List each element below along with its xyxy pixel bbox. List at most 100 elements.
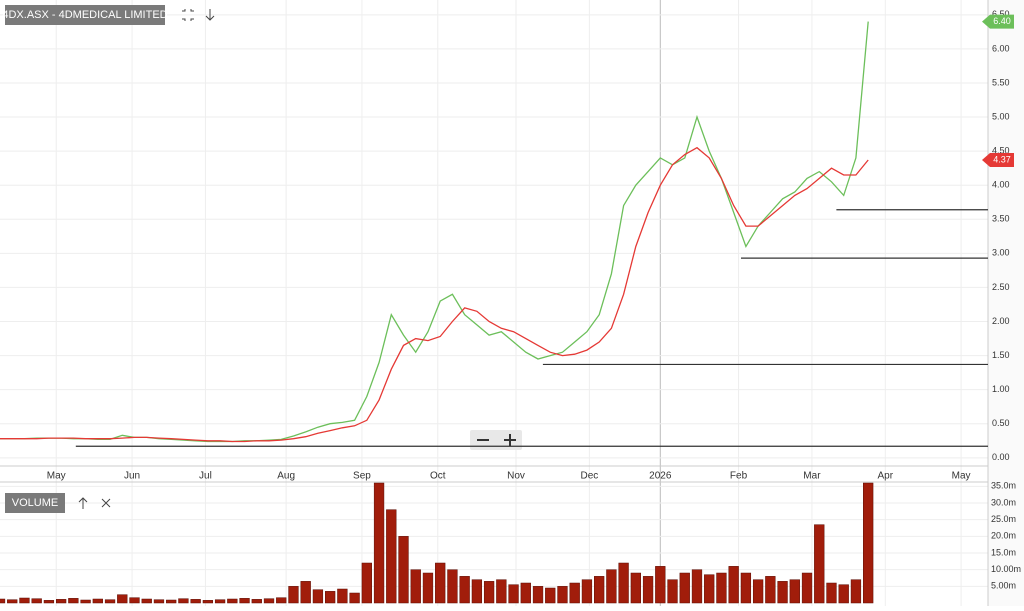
volume-bar <box>459 576 470 604</box>
volume-bar <box>43 600 55 604</box>
last-value-tag <box>982 14 1014 29</box>
volume-tick-label: 35.0m <box>991 481 1016 491</box>
volume-bar <box>190 599 201 604</box>
volume-bar <box>863 482 874 604</box>
last-value-label: 6.40 <box>993 16 1011 26</box>
volume-bar <box>263 598 275 604</box>
x-tick-label: Mar <box>803 471 821 482</box>
volume-bar <box>300 581 311 604</box>
volume-bar <box>55 599 67 604</box>
up-icon[interactable] <box>78 497 88 509</box>
volume-bar <box>642 576 654 604</box>
x-tick-label: Jul <box>199 471 212 482</box>
x-tick-label: Feb <box>730 471 748 482</box>
volume-bar <box>337 588 348 604</box>
chart-title: 4DX.ASX - 4DMEDICAL LIMITED <box>2 9 167 21</box>
volume-bar <box>214 599 226 604</box>
volume-bar <box>178 598 189 604</box>
volume-bar <box>630 572 641 604</box>
volume-tick-label: 5.00m <box>991 581 1016 591</box>
volume-tick-label: 10.00m <box>991 564 1021 574</box>
volume-bar <box>7 599 18 604</box>
volume-bar <box>19 597 30 604</box>
x-tick-label: 2026 <box>649 471 672 482</box>
volume-bar <box>496 579 507 604</box>
volume-bar <box>410 569 421 604</box>
down-icon[interactable] <box>205 9 215 21</box>
y-tick-label: 3.50 <box>992 214 1010 224</box>
fullscreen-icon[interactable] <box>182 9 194 21</box>
y-tick-label: 1.00 <box>992 384 1010 394</box>
volume-bar <box>618 562 629 604</box>
y-tick-label: 6.50 <box>992 9 1010 19</box>
volume-bar <box>325 591 336 604</box>
volume-bar <box>691 569 703 604</box>
zoom-in-button[interactable] <box>504 434 516 446</box>
volume-bar <box>373 482 385 604</box>
volume-bar <box>581 579 593 604</box>
volume-bar <box>312 589 324 604</box>
volume-bar <box>667 579 678 604</box>
volume-title-box <box>5 493 65 513</box>
close-icon[interactable] <box>101 498 111 508</box>
volume-bar <box>789 579 800 604</box>
y-tick-label: 6.00 <box>992 43 1010 53</box>
x-tick-label: Sep <box>353 471 371 482</box>
volume-bar <box>752 579 764 604</box>
volume-bar <box>471 579 483 604</box>
x-tick-label: Apr <box>878 471 894 482</box>
volume-bar <box>398 536 409 604</box>
x-tick-label: May <box>47 471 66 482</box>
volume-bar <box>68 598 79 604</box>
volume-bar <box>557 586 568 604</box>
volume-bar <box>777 581 788 604</box>
volume-bar <box>92 598 103 604</box>
volume-tick-label: 15.0m <box>991 547 1016 557</box>
volume-bar <box>202 600 214 604</box>
volume-bar <box>141 598 152 604</box>
x-tick-label: Dec <box>580 471 598 482</box>
volume-bar <box>288 586 299 604</box>
volume-bar <box>31 598 42 604</box>
volume-bar <box>349 592 360 604</box>
volume-bar <box>606 569 617 604</box>
volume-bar <box>508 584 519 604</box>
volume-tick-label: 25.0m <box>991 514 1016 524</box>
x-tick-label: Aug <box>277 471 295 482</box>
last-value-tag <box>982 152 1014 167</box>
volume-title: VOLUME <box>12 497 58 509</box>
volume-bar <box>716 572 727 604</box>
volume-bar <box>704 574 715 604</box>
volume-bar <box>838 584 849 604</box>
y-tick-label: 0.50 <box>992 418 1010 428</box>
volume-tick-label: 30.0m <box>991 497 1016 507</box>
y-tick-label: 1.50 <box>992 350 1010 360</box>
x-tick-label: May <box>952 471 971 482</box>
x-tick-label: Jun <box>124 471 140 482</box>
volume-bar <box>483 581 495 604</box>
y-tick-label: 4.00 <box>992 180 1010 190</box>
y-tick-label: 3.00 <box>992 248 1010 258</box>
volume-bar <box>129 597 140 604</box>
title-box <box>5 5 165 25</box>
volume-bar <box>679 572 690 604</box>
volume-bar <box>826 582 837 604</box>
volume-bar <box>801 572 813 604</box>
last-value-label: 4.37 <box>993 154 1011 164</box>
x-tick-label: Nov <box>507 471 525 482</box>
y-tick-label: 4.50 <box>992 146 1010 156</box>
volume-bar <box>276 597 287 604</box>
volume-bar <box>740 572 752 604</box>
volume-bar <box>227 598 238 604</box>
x-tick-label: Oct <box>430 471 446 482</box>
series-line <box>0 146 869 443</box>
volume-bar <box>569 582 580 604</box>
volume-bar <box>153 599 165 604</box>
volume-bar <box>251 599 262 604</box>
volume-bar <box>520 582 531 604</box>
volume-bar <box>545 587 556 604</box>
y-tick-label: 5.00 <box>992 111 1010 121</box>
volume-bar <box>166 599 177 604</box>
